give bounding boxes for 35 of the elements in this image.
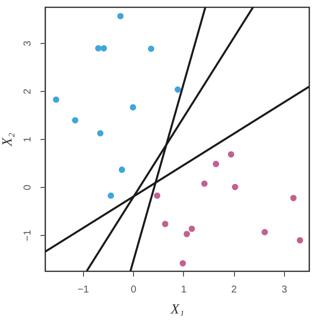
point	[296, 237, 304, 244]
point	[188, 226, 195, 232]
point	[184, 230, 190, 238]
y-tick-label: 1	[22, 136, 34, 142]
point	[290, 194, 297, 202]
point	[201, 180, 208, 187]
y-axis-title: X₂	[0, 132, 16, 148]
point	[130, 104, 136, 110]
point	[148, 46, 154, 52]
point	[72, 117, 78, 124]
point	[118, 166, 126, 173]
point	[117, 12, 124, 20]
y-tick-label: 0	[22, 184, 34, 190]
point	[52, 96, 60, 103]
x-tick-label: 1	[181, 284, 188, 296]
point	[228, 151, 234, 158]
y-tick-label: −1	[22, 229, 34, 242]
y-tick-label: 3	[22, 40, 34, 46]
point	[180, 260, 186, 266]
point	[262, 228, 268, 236]
point	[174, 86, 181, 93]
point	[108, 192, 114, 199]
x-axis-title: X₁	[170, 302, 184, 318]
x-tick-label: 2	[231, 284, 238, 296]
point	[162, 220, 168, 228]
x-tick-label: 3	[282, 284, 288, 296]
point	[100, 45, 107, 52]
x-tick-label: −1	[78, 284, 90, 296]
point	[95, 45, 102, 52]
x-tick-label: 0	[130, 284, 137, 296]
point	[97, 130, 104, 136]
point	[232, 184, 238, 190]
y-tick-label: 2	[22, 88, 34, 94]
point	[212, 160, 220, 168]
point	[154, 192, 160, 199]
